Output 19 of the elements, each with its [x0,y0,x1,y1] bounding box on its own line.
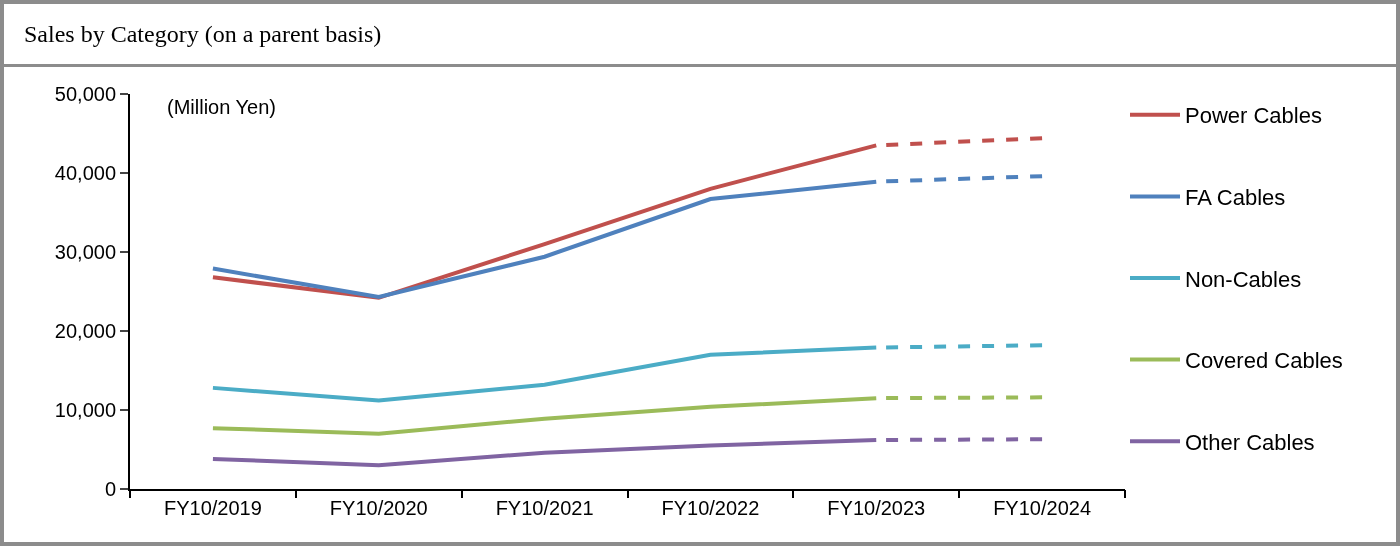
legend-label: Power Cables [1185,103,1322,129]
y-tick-label: 40,000 [54,162,116,184]
y-tick-label: 30,000 [54,241,116,263]
legend-label: Covered Cables [1185,348,1343,374]
x-tick-label: FY10/2019 [163,497,262,519]
y-tick-label: 20,000 [54,320,116,342]
x-tick-label: FY10/2022 [661,497,760,519]
legend-label: Non-Cables [1185,266,1302,292]
chart-title: Sales by Category (on a parent basis) [4,4,1396,67]
y-tick-label: 50,000 [54,83,116,105]
annotation: (Million Yen) [167,96,276,118]
y-tick-label: 0 [104,478,116,500]
x-tick-label: FY10/2020 [329,497,428,519]
x-tick-label: FY10/2021 [495,497,594,519]
legend-label: Other Cables [1185,429,1315,455]
x-tick-label: FY10/2023 [827,497,926,519]
x-tick-label: FY10/2024 [993,497,1092,519]
legend-label: FA Cables [1185,184,1286,210]
y-tick-label: 10,000 [54,399,116,421]
